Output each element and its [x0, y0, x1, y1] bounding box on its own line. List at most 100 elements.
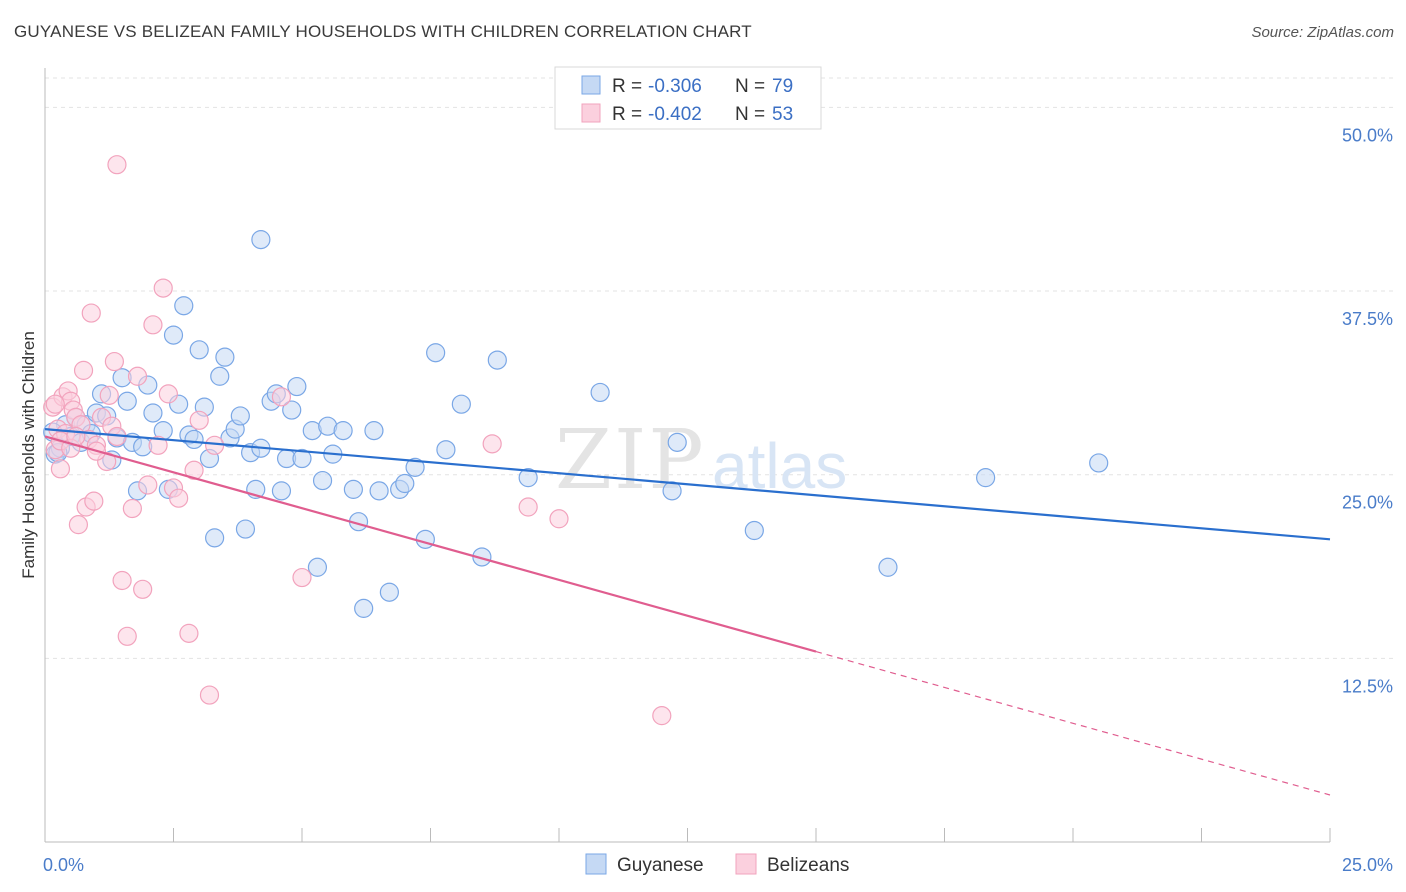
point-belizeans	[148, 435, 168, 455]
x-tick-labels: 0.0% 25.0%	[43, 855, 1393, 875]
point-belizeans	[84, 491, 104, 511]
legend-n-label-1: N =	[735, 76, 765, 97]
trend-lines	[44, 428, 1331, 796]
legend-r-label-1: R =	[612, 76, 642, 97]
point-guyanese	[436, 440, 456, 460]
point-belizeans	[549, 509, 569, 529]
legend-n-value-2: 53	[772, 104, 793, 125]
grid-lines	[45, 77, 1395, 659]
point-guyanese	[282, 400, 302, 420]
legend-swatch-guyanese	[581, 75, 601, 95]
bottom-legend-guyanese: Guyanese	[617, 855, 704, 876]
legend-n-value-1: 79	[772, 76, 793, 97]
point-guyanese	[487, 350, 507, 370]
trend-line-guyanese	[44, 428, 1331, 541]
point-guyanese	[292, 448, 312, 469]
point-guyanese	[405, 457, 425, 477]
legend-r-label-2: R =	[612, 104, 642, 125]
point-belizeans	[73, 360, 94, 380]
point-belizeans	[138, 475, 158, 495]
y-axis-label: Family Households with Children	[19, 331, 38, 579]
point-belizeans	[652, 706, 672, 726]
point-guyanese	[143, 403, 163, 423]
point-belizeans	[153, 278, 173, 298]
legend-r-value-1: -0.306	[648, 76, 702, 97]
y-tick-label: 25.0%	[1342, 493, 1393, 513]
point-guyanese	[271, 481, 292, 501]
point-guyanese	[976, 468, 996, 488]
point-belizeans	[179, 623, 199, 643]
legend-n-label-2: N =	[735, 104, 765, 125]
legend-box: R = -0.306 N = 79 R = -0.402 N = 53	[554, 66, 822, 130]
point-belizeans	[189, 410, 209, 430]
point-guyanese	[354, 598, 374, 618]
point-belizeans	[68, 515, 89, 535]
point-guyanese	[230, 406, 250, 426]
point-guyanese	[215, 347, 235, 367]
point-guyanese	[312, 470, 333, 491]
point-guyanese	[189, 340, 209, 360]
point-belizeans	[112, 570, 132, 591]
point-belizeans	[122, 498, 142, 519]
y-tick-labels: 12.5% 25.0% 37.5% 50.0%	[1342, 125, 1393, 696]
point-belizeans	[45, 394, 65, 414]
point-guyanese	[1089, 453, 1109, 473]
point-guyanese	[364, 421, 384, 441]
point-belizeans	[199, 685, 220, 705]
trend-line-belizeans-dashed	[815, 651, 1331, 796]
point-belizeans	[133, 579, 153, 599]
point-belizeans	[107, 155, 127, 175]
trend-line-belizeans	[44, 435, 817, 653]
point-guyanese	[210, 366, 230, 386]
watermark-zip: ZIP	[555, 413, 706, 508]
point-guyanese	[518, 468, 538, 488]
y-tick-label: 37.5%	[1342, 309, 1393, 329]
point-belizeans	[81, 303, 101, 323]
point-guyanese	[395, 473, 415, 494]
axes	[44, 68, 1331, 843]
point-belizeans	[143, 315, 163, 335]
point-belizeans	[50, 459, 71, 479]
point-belizeans	[104, 351, 124, 372]
bottom-legend-swatch-guyanese	[585, 853, 607, 875]
point-guyanese	[369, 481, 389, 501]
point-guyanese	[333, 421, 353, 441]
point-belizeans	[169, 488, 189, 508]
point-belizeans	[99, 385, 119, 405]
point-guyanese	[744, 520, 764, 541]
point-guyanese	[667, 432, 687, 452]
point-guyanese	[163, 325, 184, 345]
point-guyanese	[415, 529, 435, 549]
y-tick-label: 12.5%	[1342, 676, 1393, 696]
watermark-atlas: atlas	[712, 430, 847, 502]
point-guyanese	[426, 343, 446, 363]
point-belizeans	[117, 626, 137, 646]
bottom-legend-belizeans: Belizeans	[767, 855, 849, 876]
x-tick-label: 25.0%	[1342, 855, 1393, 875]
point-guyanese	[174, 296, 194, 316]
point-guyanese	[117, 391, 137, 411]
bottom-legend: Guyanese Belizeans	[585, 853, 849, 876]
x-tick-label: 0.0%	[43, 855, 84, 875]
point-belizeans	[271, 387, 292, 407]
point-guyanese	[307, 557, 328, 577]
chart-title: GUYANESE VS BELIZEAN FAMILY HOUSEHOLDS W…	[14, 22, 752, 41]
point-guyanese	[235, 519, 256, 539]
point-guyanese	[184, 429, 204, 450]
point-belizeans	[158, 384, 178, 404]
point-belizeans	[127, 366, 148, 386]
point-belizeans	[518, 497, 538, 517]
point-guyanese	[205, 528, 225, 548]
y-tick-label: 50.0%	[1342, 125, 1393, 145]
point-belizeans	[184, 460, 204, 480]
point-guyanese	[251, 230, 271, 250]
legend-r-value-2: -0.402	[648, 104, 702, 125]
bottom-legend-swatch-belizeans	[735, 853, 757, 875]
legend-swatch-belizeans	[581, 103, 601, 123]
point-guyanese	[590, 382, 610, 403]
point-guyanese	[287, 376, 307, 397]
point-guyanese	[379, 582, 399, 602]
point-guyanese	[878, 557, 898, 577]
point-guyanese	[451, 394, 471, 414]
